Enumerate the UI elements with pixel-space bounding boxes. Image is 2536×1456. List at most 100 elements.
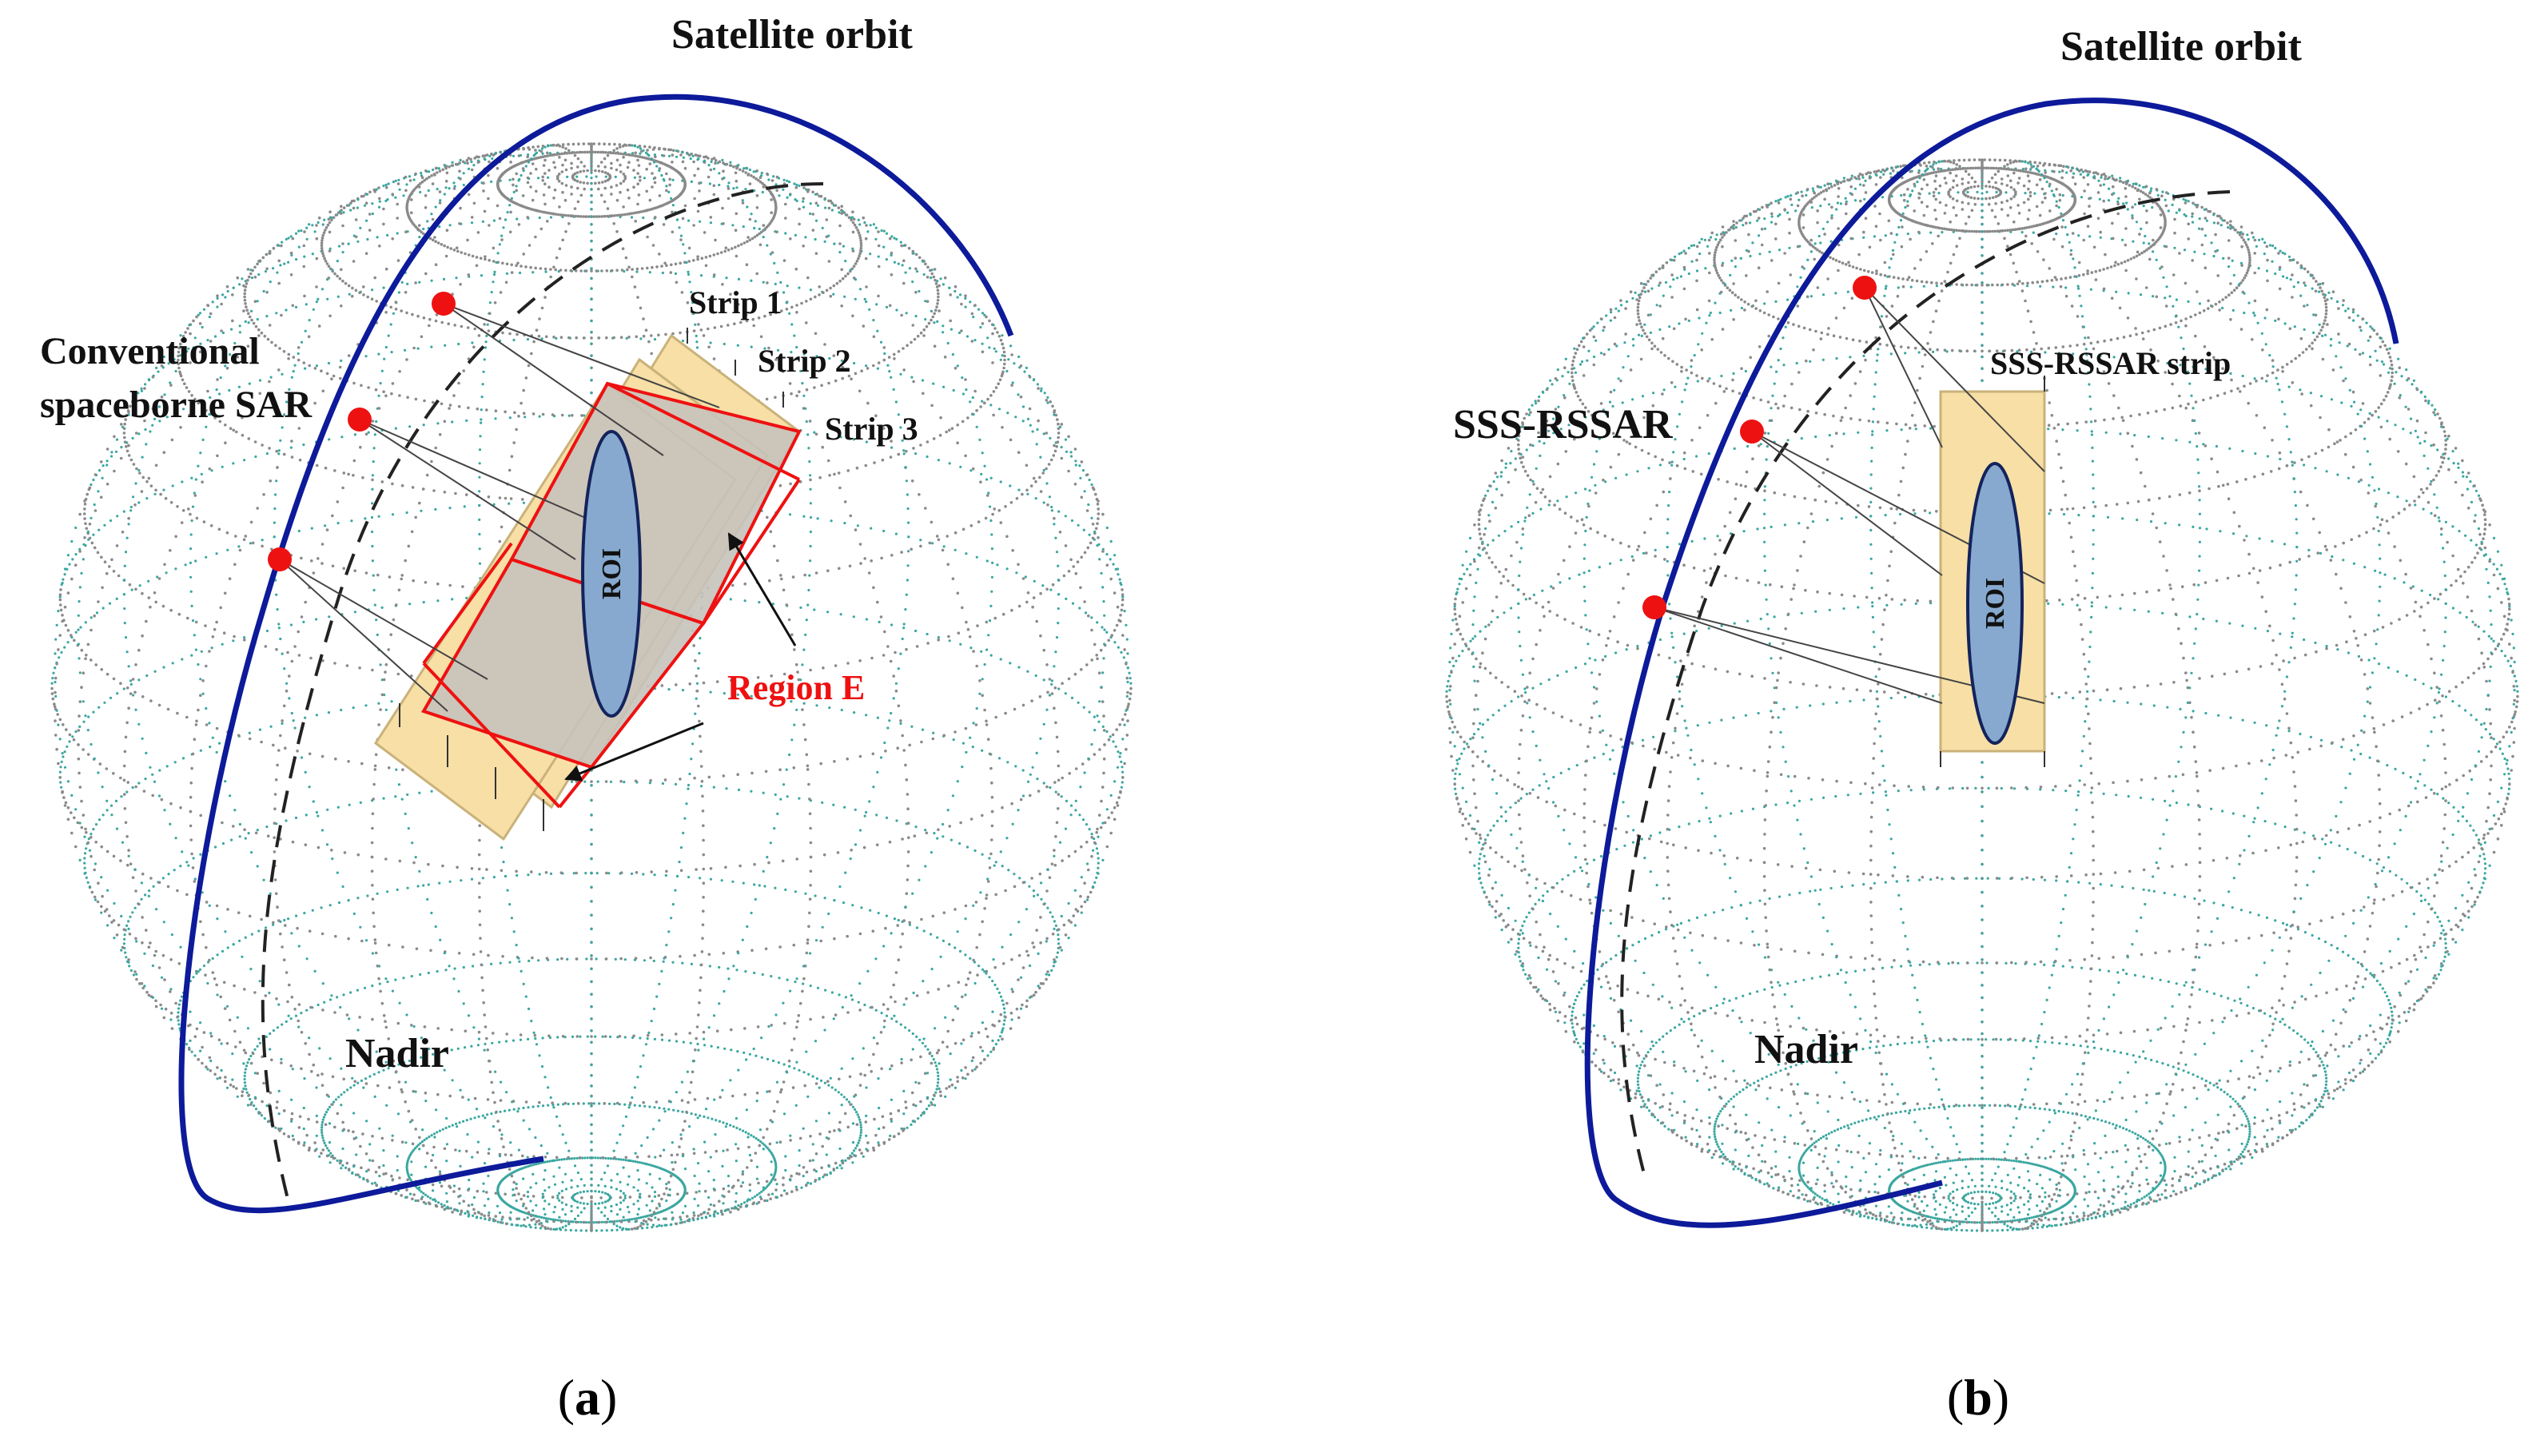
globe-grid-dot: [681, 1211, 685, 1215]
globe-grid-dot: [269, 1032, 272, 1036]
globe-grid-dot: [128, 933, 132, 936]
globe-grid-dot: [594, 181, 597, 185]
globe-grid-dot: [951, 577, 955, 580]
globe-grid-dot: [198, 968, 202, 971]
globe-grid-dot: [573, 1157, 576, 1160]
globe-grid-dot: [1094, 527, 1098, 531]
globe-grid-dot: [1050, 969, 1053, 973]
globe-grid-dot: [226, 289, 229, 293]
globe-grid-dot: [759, 335, 763, 339]
globe-grid-dot: [275, 997, 278, 1001]
globe-grid-dot: [874, 226, 878, 229]
globe-grid-dot: [999, 480, 1002, 483]
globe-grid-dot: [1053, 961, 1056, 964]
globe-grid-dot: [990, 838, 993, 841]
globe-grid-dot: [58, 598, 62, 602]
globe-grid-dot: [906, 807, 910, 810]
globe-grid-dot: [222, 981, 226, 985]
globe-grid-dot: [108, 914, 111, 917]
globe-grid-dot: [872, 1052, 875, 1056]
globe-grid-dot: [59, 608, 63, 612]
globe-grid-dot: [249, 542, 252, 545]
globe-grid-dot: [186, 616, 189, 620]
globe-grid-dot: [115, 597, 118, 601]
globe-grid-dot: [596, 1156, 599, 1160]
globe-grid-dot: [169, 802, 173, 806]
globe-grid-dot: [956, 441, 959, 444]
globe-grid-dot: [597, 187, 600, 191]
globe-grid-dot: [1113, 806, 1117, 810]
globe-grid-dot: [707, 1116, 710, 1120]
globe-grid-dot: [1120, 786, 1123, 789]
globe-grid-dot: [1060, 446, 1063, 449]
globe-grid-dot: [768, 579, 771, 583]
globe-grid-dot: [412, 861, 416, 865]
globe-grid-dot: [865, 224, 868, 227]
globe-grid-dot: [604, 957, 608, 961]
globe-grid-dot: [730, 678, 733, 682]
globe-grid-dot: [292, 719, 295, 722]
globe-grid-dot: [377, 1071, 380, 1074]
globe-grid-dot: [775, 230, 778, 234]
globe-grid-dot: [762, 1136, 765, 1140]
globe-grid-dot: [776, 698, 780, 701]
globe-grid-dot: [853, 1154, 856, 1157]
globe-grid-dot: [356, 240, 360, 243]
globe-grid-dot: [648, 271, 651, 274]
globe-grid-dot: [709, 1203, 712, 1207]
globe-grid-dot: [547, 1104, 550, 1107]
globe-grid-dot: [1120, 760, 1123, 764]
globe-grid-dot: [1098, 558, 1101, 561]
globe-grid-dot: [1004, 711, 1007, 715]
globe-grid-dot: [310, 527, 313, 530]
globe-grid-dot: [569, 1228, 572, 1232]
globe-grid-dot: [789, 237, 792, 241]
globe-grid-dot: [305, 1008, 309, 1012]
globe-grid-dot: [636, 1213, 639, 1216]
globe-grid-dot: [1113, 554, 1117, 557]
globe-grid-dot: [782, 1176, 785, 1180]
globe-grid-dot: [950, 328, 953, 331]
globe-grid-dot: [444, 344, 447, 347]
globe-grid-dot: [471, 254, 475, 258]
globe-grid-dot: [358, 1176, 361, 1179]
globe-grid-dot: [1015, 496, 1019, 500]
globe-grid-dot: [144, 428, 147, 432]
globe-grid-dot: [960, 1042, 963, 1045]
globe-grid-dot: [594, 1156, 597, 1160]
globe-grid-dot: [531, 1105, 535, 1108]
globe-grid-dot: [427, 971, 430, 975]
globe-grid-dot: [969, 646, 973, 650]
globe-grid-dot: [1097, 866, 1100, 869]
globe-grid-dot: [325, 372, 329, 376]
globe-grid-dot: [890, 446, 894, 449]
globe-grid-dot: [910, 1091, 914, 1095]
globe-grid-dot: [739, 320, 742, 324]
globe-grid-dot: [438, 1129, 442, 1132]
globe-grid-dot: [702, 681, 706, 685]
globe-grid-dot: [937, 538, 941, 542]
globe-grid-dot: [1096, 657, 1099, 661]
globe-grid-dot: [83, 507, 86, 511]
globe-grid-dot: [784, 202, 787, 206]
globe-grid-dot: [187, 390, 191, 393]
globe-grid-dot: [341, 279, 344, 283]
globe-grid-dot: [78, 725, 82, 729]
globe-grid-dot: [138, 584, 141, 587]
globe-grid-dot: [632, 1203, 635, 1206]
globe-grid-dot: [434, 507, 437, 511]
globe-grid-dot: [829, 286, 832, 290]
globe-grid-dot: [1002, 1007, 1006, 1010]
globe-grid-dot: [537, 1162, 540, 1165]
globe-grid-dot: [880, 229, 883, 233]
globe-grid-dot: [1074, 799, 1077, 802]
globe-grid-dot: [908, 743, 911, 747]
globe-grid-dot: [185, 386, 189, 389]
globe-grid-dot: [411, 1197, 414, 1201]
globe-grid-dot: [131, 786, 134, 790]
globe-grid-dot: [1110, 811, 1113, 814]
globe-grid-dot: [538, 1100, 541, 1104]
globe-grid-dot: [1101, 626, 1104, 629]
globe-grid-dot: [850, 998, 854, 1001]
globe-grid-dot: [698, 1001, 701, 1004]
